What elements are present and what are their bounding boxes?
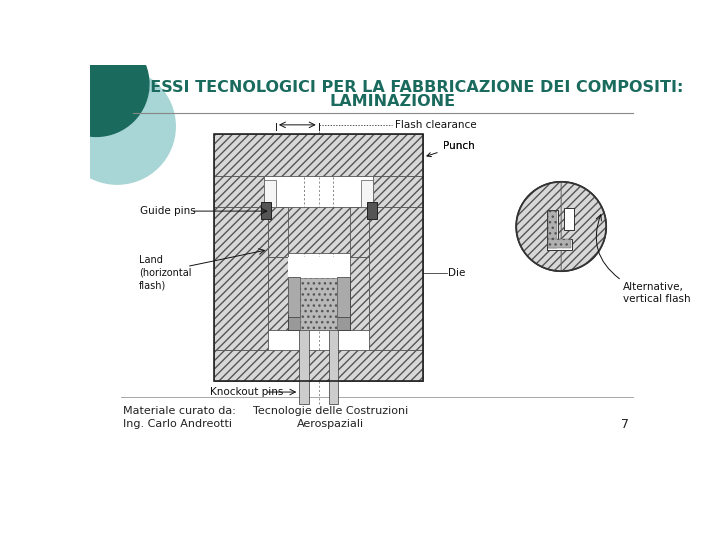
Text: Punch: Punch xyxy=(443,140,474,151)
Text: LAMINAZIONE: LAMINAZIONE xyxy=(329,94,455,109)
FancyBboxPatch shape xyxy=(269,257,287,330)
FancyBboxPatch shape xyxy=(547,210,558,249)
FancyBboxPatch shape xyxy=(564,208,574,231)
FancyBboxPatch shape xyxy=(361,180,373,207)
FancyBboxPatch shape xyxy=(214,207,269,350)
FancyBboxPatch shape xyxy=(269,207,287,257)
Text: Alternative,
vertical flash: Alternative, vertical flash xyxy=(624,282,690,305)
FancyBboxPatch shape xyxy=(287,276,300,330)
FancyBboxPatch shape xyxy=(548,211,557,248)
Text: Guide pins: Guide pins xyxy=(140,206,196,216)
Text: Knockout pins: Knockout pins xyxy=(210,387,284,397)
FancyBboxPatch shape xyxy=(337,276,350,330)
FancyBboxPatch shape xyxy=(264,180,276,207)
Text: Punch: Punch xyxy=(427,140,474,157)
FancyBboxPatch shape xyxy=(547,239,572,249)
FancyBboxPatch shape xyxy=(214,134,423,177)
FancyBboxPatch shape xyxy=(329,330,338,403)
FancyBboxPatch shape xyxy=(261,202,271,219)
Text: Tecnologie delle Costruzioni: Tecnologie delle Costruzioni xyxy=(253,406,408,416)
FancyBboxPatch shape xyxy=(214,177,264,207)
FancyBboxPatch shape xyxy=(350,257,369,330)
FancyBboxPatch shape xyxy=(350,207,369,257)
Text: Land
(horizontal
flash): Land (horizontal flash) xyxy=(139,255,192,290)
FancyBboxPatch shape xyxy=(548,239,570,248)
FancyBboxPatch shape xyxy=(300,278,337,330)
Circle shape xyxy=(43,32,149,137)
Text: 7: 7 xyxy=(621,418,629,431)
FancyBboxPatch shape xyxy=(373,177,423,207)
FancyBboxPatch shape xyxy=(287,257,350,315)
Text: Aerospaziali: Aerospaziali xyxy=(297,420,364,429)
FancyBboxPatch shape xyxy=(367,202,377,219)
Text: Flash clearance: Flash clearance xyxy=(395,120,476,130)
FancyBboxPatch shape xyxy=(369,207,423,350)
FancyBboxPatch shape xyxy=(214,350,423,381)
Circle shape xyxy=(516,182,606,271)
Text: Ing. Carlo Andreotti: Ing. Carlo Andreotti xyxy=(122,420,232,429)
FancyBboxPatch shape xyxy=(287,315,350,330)
FancyBboxPatch shape xyxy=(287,316,350,330)
FancyBboxPatch shape xyxy=(276,207,361,253)
Polygon shape xyxy=(516,182,561,271)
FancyBboxPatch shape xyxy=(300,330,309,403)
Text: PROCESSI TECNOLOGICI PER LA FABBRICAZIONE DEI COMPOSITI:: PROCESSI TECNOLOGICI PER LA FABBRICAZION… xyxy=(101,80,683,96)
Polygon shape xyxy=(561,182,606,271)
Text: Die: Die xyxy=(448,268,465,278)
Circle shape xyxy=(59,69,175,184)
Text: Materiale curato da:: Materiale curato da: xyxy=(122,406,235,416)
